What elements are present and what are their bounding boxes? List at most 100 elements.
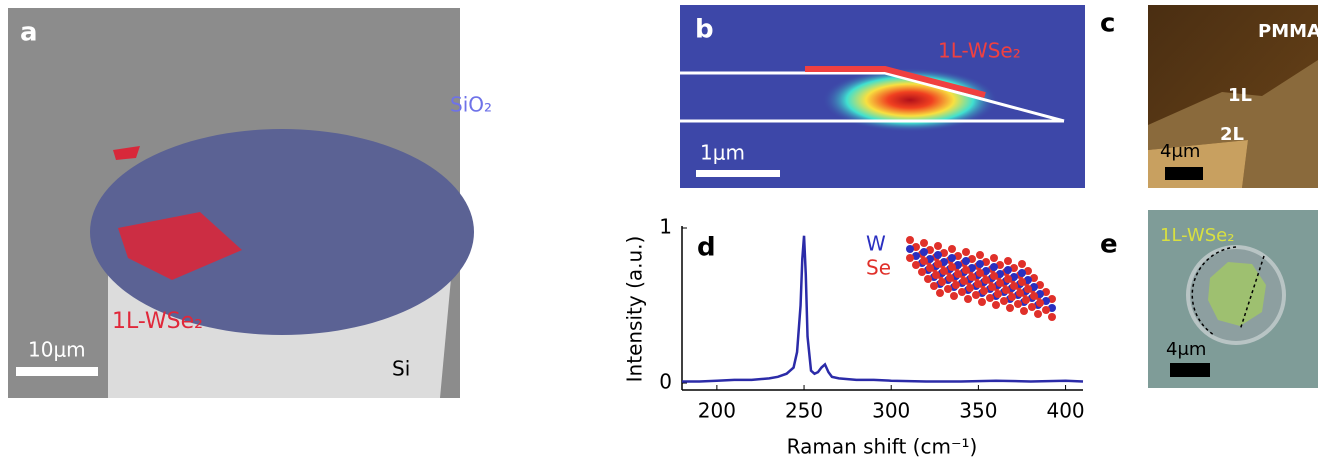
scale-bar: [16, 367, 98, 376]
label: SiO₂: [450, 93, 492, 117]
atom: [990, 272, 998, 280]
atom: [1034, 310, 1042, 318]
scale-bar: [1170, 363, 1210, 377]
atom: [1016, 289, 1024, 297]
atom: [934, 242, 942, 250]
atom: [1018, 278, 1026, 286]
x-tick-label: 200: [698, 399, 736, 423]
panel-label: d: [697, 233, 716, 263]
atom: [930, 282, 938, 290]
atom: [958, 288, 966, 296]
atom: [1002, 286, 1010, 294]
atom: [1014, 300, 1022, 308]
atom: [924, 275, 932, 283]
atom: [962, 257, 970, 265]
inset-label: W: [866, 232, 886, 256]
x-tick-label: 350: [959, 399, 997, 423]
panel-c: c PMMA 1L 2L 4μm: [1100, 5, 1321, 188]
atom: [978, 298, 986, 306]
atom: [974, 280, 982, 288]
atom: [946, 274, 954, 282]
scale-label: 10μm: [28, 338, 86, 362]
atom: [1048, 313, 1056, 321]
atom: [976, 251, 984, 259]
atom: [968, 273, 976, 281]
label: Si: [392, 357, 410, 381]
atom: [1000, 297, 1008, 305]
atom: [1004, 257, 1012, 265]
x-axis-label: Raman shift (cm⁻¹): [787, 435, 978, 459]
inset-label: Se: [866, 256, 891, 280]
x-tick-label: 400: [1046, 399, 1084, 423]
atom: [990, 254, 998, 262]
atom: [952, 281, 960, 289]
atom: [1030, 292, 1038, 300]
atom: [906, 254, 914, 262]
panel-label: c: [1100, 9, 1115, 39]
x-tick-label: 300: [872, 399, 910, 423]
atom: [1020, 307, 1028, 315]
atom: [920, 239, 928, 247]
figure: a SiO₂ 1L-WSe₂ 10μm Si b 1L-WSe₂ 1μm c P…: [0, 0, 1325, 462]
atom: [948, 254, 956, 262]
scale-bar: [696, 170, 780, 177]
atom: [964, 295, 972, 303]
y-axis-label: Intensity (a.u.): [623, 236, 647, 383]
y-tick-label: 1: [659, 215, 672, 239]
atom: [906, 236, 914, 244]
atom: [950, 292, 958, 300]
atom: [932, 271, 940, 279]
atom: [986, 294, 994, 302]
panel-label: b: [695, 15, 714, 45]
atom: [1004, 275, 1012, 283]
atom: [966, 284, 974, 292]
atom: [988, 283, 996, 291]
panel-a: a SiO₂ 1L-WSe₂ 10μm Si: [8, 8, 492, 398]
label: 1L-WSe₂: [938, 39, 1021, 63]
atom: [920, 257, 928, 265]
atom: [1006, 304, 1014, 312]
scale-bar: [1165, 167, 1203, 180]
atom: [934, 260, 942, 268]
atom: [994, 290, 1002, 298]
atom: [920, 248, 928, 256]
label: 2L: [1220, 124, 1244, 145]
x-tick-label: 250: [785, 399, 823, 423]
atom: [948, 245, 956, 253]
atom: [980, 287, 988, 295]
atom: [926, 264, 934, 272]
atom: [982, 276, 990, 284]
atom: [1004, 266, 1012, 274]
atom: [918, 268, 926, 276]
atom: [1018, 269, 1026, 277]
atom: [1036, 299, 1044, 307]
label: PMMA: [1258, 21, 1321, 42]
atom: [954, 270, 962, 278]
panel-b: b 1L-WSe₂ 1μm: [680, 5, 1085, 188]
label: 1L-WSe₂: [112, 309, 203, 334]
panel-label: a: [20, 18, 38, 48]
scale-label: 1μm: [700, 141, 745, 165]
atom: [1024, 285, 1032, 293]
atom: [1028, 303, 1036, 311]
y-tick-label: 0: [659, 370, 672, 394]
label: 1L: [1228, 85, 1252, 106]
atom: [960, 277, 968, 285]
panel-d: d Raman shift (cm⁻¹) Intensity (a.u.) WS…: [623, 215, 1085, 459]
panel-label: e: [1100, 230, 1118, 260]
atom: [962, 248, 970, 256]
label: 1L-WSe₂: [1160, 225, 1234, 246]
atom: [976, 260, 984, 268]
atom: [1008, 293, 1016, 301]
atom: [1018, 260, 1026, 268]
atom: [934, 251, 942, 259]
scale-label: 4μm: [1166, 339, 1206, 360]
atom: [940, 267, 948, 275]
atom: [912, 261, 920, 269]
atom: [990, 263, 998, 271]
atom: [976, 269, 984, 277]
atom: [1042, 306, 1050, 314]
atom: [1010, 282, 1018, 290]
atom: [948, 263, 956, 271]
atom: [936, 289, 944, 297]
